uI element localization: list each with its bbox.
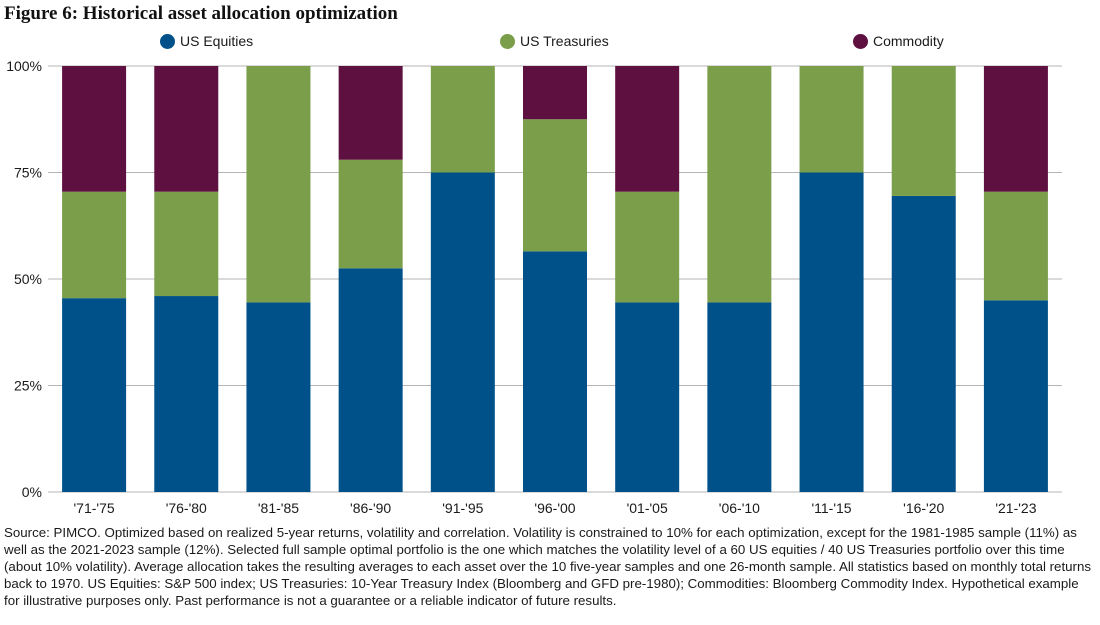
y-tick-label: 50% [14, 271, 42, 287]
x-tick-label: '96-'00 [534, 500, 575, 515]
x-tick-label: '21-'23 [995, 500, 1036, 515]
bar-segment-us-equities [707, 302, 772, 492]
bar-segment-commodity [983, 66, 1048, 192]
legend-item-us-treasuries: US Treasuries [500, 33, 609, 49]
y-tick-label: 25% [14, 378, 42, 394]
x-tick-label: '71-'75 [74, 500, 115, 515]
source-footnote: Source: PIMCO. Optimized based on realiz… [4, 525, 1092, 608]
legend-swatch-treasuries [500, 33, 515, 49]
bar-segment-us-equities [523, 251, 587, 492]
x-tick-label: '81-'85 [258, 500, 299, 515]
x-tick-label: '16-'20 [903, 500, 944, 515]
legend-swatch-commodity [853, 33, 868, 49]
bar-segment-commodity [523, 66, 587, 120]
bar-segment-us-treasuries [430, 66, 495, 173]
bar-segment-commodity [62, 66, 127, 192]
bar-segment-us-equities [615, 302, 680, 492]
bar-segment-us-equities [983, 300, 1048, 492]
legend-label: US Equities [180, 33, 254, 49]
legend-swatch-equities [160, 33, 175, 49]
x-tick-label: '01-'05 [627, 500, 668, 515]
bar-segment-us-treasuries [615, 191, 680, 303]
legend-label: Commodity [873, 33, 944, 49]
bar-segment-us-treasuries [799, 66, 864, 173]
bar-segment-commodity [338, 66, 403, 160]
bar-segment-commodity [154, 66, 219, 192]
bar-segment-us-equities [338, 268, 403, 492]
bar-segment-us-equities [62, 298, 127, 492]
stacked-bar-chart: 0% 25% 50% 75% 100% '71-'75 '76-'80 '81-'85 '86-… [6, 58, 1062, 515]
bar-segment-us-treasuries [891, 66, 956, 196]
x-tick-label: '91-'95 [442, 500, 483, 515]
legend-item-commodity: Commodity [853, 33, 944, 49]
bar-segment-us-treasuries [523, 119, 587, 252]
bar-segment-commodity [615, 66, 680, 192]
bar-segment-us-treasuries [246, 66, 311, 303]
bar-segment-us-treasuries [983, 191, 1048, 301]
bar-segment-us-equities [430, 172, 495, 492]
bar-segment-us-equities [799, 172, 864, 492]
legend-item-us-equities: US Equities [160, 33, 253, 49]
x-tick-label: '11-'15 [811, 500, 851, 515]
bar-segment-us-equities [891, 195, 956, 492]
bar-segment-us-treasuries [338, 159, 403, 269]
bar-segment-us-treasuries [62, 191, 127, 299]
bar-segment-us-equities [246, 302, 311, 492]
bar-segment-us-treasuries [154, 191, 219, 297]
figure-title: Figure 6: Historical asset allocation op… [4, 3, 398, 24]
x-tick-label: '06-'10 [719, 500, 760, 515]
legend-label: US Treasuries [520, 33, 609, 49]
y-tick-label: 100% [6, 58, 42, 74]
x-tick-label: '86-'90 [350, 500, 391, 515]
y-tick-label: 0% [22, 484, 42, 500]
chart-legend: US Equities US Treasuries Commodity [0, 33, 1100, 55]
bar-segment-us-treasuries [707, 66, 772, 303]
bar-segment-us-equities [154, 296, 219, 492]
x-tick-label: '76-'80 [166, 500, 207, 515]
y-tick-label: 75% [14, 165, 42, 181]
